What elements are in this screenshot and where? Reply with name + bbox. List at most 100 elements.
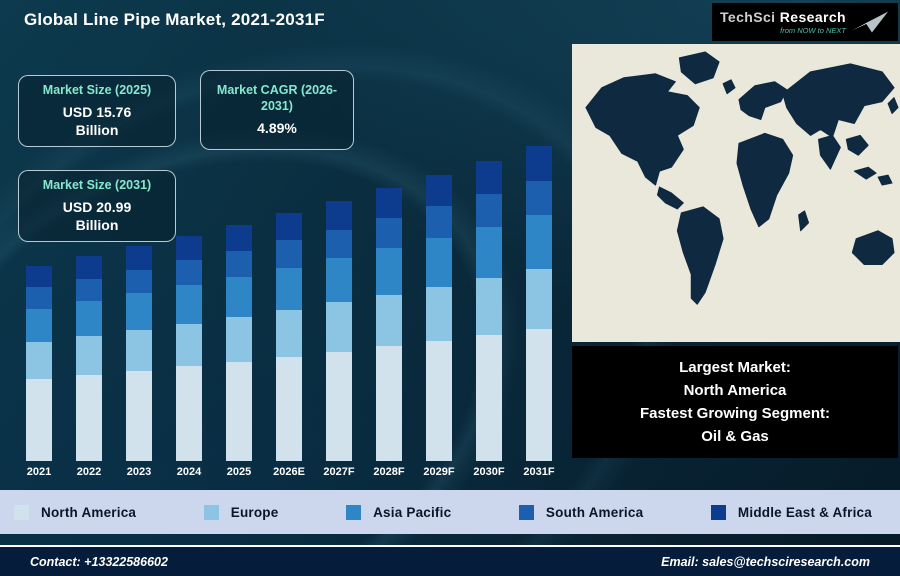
bar-segment-north-america	[176, 366, 202, 461]
map-asia	[782, 63, 895, 138]
bar-segment-europe	[426, 286, 452, 341]
bar-segment-asia-pacific	[26, 308, 52, 342]
bar-stack	[126, 245, 152, 461]
bar-column: 2029F	[416, 120, 462, 478]
callout-market-size-2025: Market Size (2025) USD 15.76 Billion	[18, 75, 176, 147]
brand-logo: TechSci Research from NOW to NEXT	[712, 3, 898, 41]
bar-stack	[476, 161, 502, 461]
map-madagascar	[798, 210, 810, 232]
bar-segment-south-america	[326, 229, 352, 259]
callout-market-cagr: Market CAGR (2026-2031) 4.89%	[200, 70, 354, 150]
bar-column: 2025	[216, 120, 262, 478]
bar-segment-asia-pacific	[376, 248, 402, 295]
bar-segment-asia-pacific	[426, 237, 452, 287]
bar-stack	[526, 146, 552, 461]
bar-segment-south-america	[226, 250, 252, 277]
bar-column: 2024	[166, 120, 212, 478]
bar-segment-europe	[76, 335, 102, 375]
bar-category-label: 2026E	[273, 466, 305, 478]
bar-segment-asia-pacific	[176, 285, 202, 324]
map-new-guinea	[877, 174, 893, 186]
bar-segment-south-america	[426, 206, 452, 238]
legend-swatch	[346, 504, 362, 520]
footer-contact: Contact: +13322586602	[30, 554, 168, 569]
callout-value: 4.89%	[257, 119, 297, 136]
market-note-box: Largest Market: North America Fastest Gr…	[572, 346, 898, 458]
footer-bar: Contact: +13322586602 Email: sales@techs…	[0, 545, 900, 576]
stacked-bar-chart: 2021 2022 2023 2024 2025 2026E 2027F 2028F 2029F…	[16, 120, 562, 478]
bar-segment-europe	[376, 294, 402, 347]
bar-column: 2023	[116, 120, 162, 478]
bar-segment-north-america	[526, 328, 552, 461]
bar-segment-europe	[26, 341, 52, 379]
legend-item: Europe	[203, 504, 279, 520]
bar-segment-europe	[326, 302, 352, 352]
callout-value-unit: Billion	[75, 121, 119, 138]
bar-stack	[376, 188, 402, 461]
legend-swatch	[518, 504, 534, 520]
bar-segment-asia-pacific	[126, 293, 152, 330]
bar-segment-south-america	[476, 194, 502, 227]
bar-category-label: 2029F	[423, 466, 455, 478]
legend-label: Europe	[230, 504, 279, 520]
bar-segment-north-america	[276, 356, 302, 461]
legend-item: Middle East & Africa	[710, 504, 872, 520]
callout-value-amount: USD 20.99	[62, 198, 132, 215]
bar-stack	[226, 224, 252, 461]
legend-item: Asia Pacific	[346, 504, 452, 520]
bar-column: 2030F	[466, 120, 512, 478]
bar-column: 2028F	[366, 120, 412, 478]
brand-tagline: from NOW to NEXT	[780, 26, 846, 35]
bar-segment-north-america	[76, 374, 102, 461]
map-north-america	[585, 73, 700, 186]
brand-name: TechSci Research	[720, 9, 846, 25]
bar-stack	[426, 174, 452, 461]
bar-category-label: 2030F	[473, 466, 505, 478]
bar-segment-middle-east-africa	[476, 161, 502, 194]
bar-segment-south-america	[176, 260, 202, 286]
bar-segment-south-america	[26, 287, 52, 309]
bar-stack	[276, 213, 302, 461]
map-indonesia	[853, 166, 877, 180]
map-india	[818, 134, 841, 170]
callout-label: Market Size (2031)	[42, 178, 152, 192]
note-line: North America	[683, 381, 787, 399]
bar-category-label: 2028F	[373, 466, 405, 478]
bar-segment-north-america	[476, 335, 502, 461]
bar-category-label: 2025	[226, 466, 252, 478]
bar-segment-north-america	[226, 361, 252, 461]
map-africa	[736, 132, 794, 228]
bar-stack	[76, 256, 102, 461]
callout-market-size-2031: Market Size (2031) USD 20.99 Billion	[18, 170, 176, 242]
bar-segment-south-america	[126, 269, 152, 294]
bar-segment-middle-east-africa	[526, 146, 552, 181]
legend-item: South America	[518, 504, 643, 520]
bar-segment-north-america	[326, 351, 352, 461]
map-australia	[851, 230, 895, 266]
bar-category-label: 2024	[176, 466, 202, 478]
callout-value-amount: USD 15.76	[62, 103, 132, 120]
bar-column: 2031F	[516, 120, 562, 478]
legend-label: Middle East & Africa	[737, 504, 872, 520]
bar-segment-middle-east-africa	[76, 256, 102, 279]
map-southeast-asia	[845, 134, 869, 156]
brand-name-part2: Research	[779, 9, 846, 25]
bar-segment-south-america	[526, 180, 552, 216]
bar-segment-middle-east-africa	[226, 224, 252, 251]
bar-segment-asia-pacific	[276, 267, 302, 310]
map-greenland	[678, 51, 720, 85]
note-line: Oil & Gas	[701, 428, 769, 446]
note-line: Fastest Growing Segment:	[639, 405, 831, 422]
map-europe	[738, 81, 788, 120]
footer-email: Email: sales@techsciresearch.com	[661, 554, 870, 569]
bar-segment-asia-pacific	[326, 258, 352, 303]
map-central-america	[656, 186, 684, 210]
bar-column: 2026E	[266, 120, 312, 478]
bar-category-label: 2027F	[323, 466, 355, 478]
legend-label: Asia Pacific	[373, 504, 452, 520]
bar-segment-middle-east-africa	[26, 266, 52, 288]
bar-stack	[176, 235, 202, 461]
note-line: Largest Market:	[679, 358, 791, 376]
bar-segment-asia-pacific	[226, 276, 252, 317]
